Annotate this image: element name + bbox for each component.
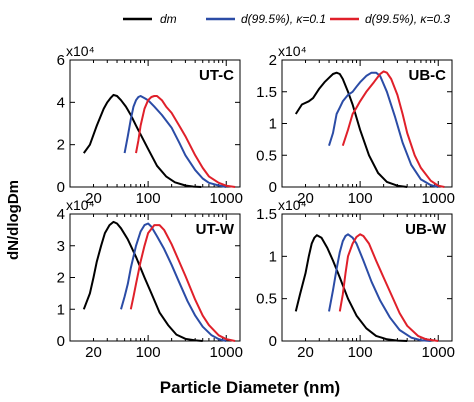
panel-frame — [281, 213, 453, 342]
y-tick-label: 4 — [57, 206, 65, 223]
y-tick-label: 2 — [57, 270, 65, 287]
x-tick-label: 20 — [85, 190, 102, 207]
x-tick-label: 100 — [136, 344, 161, 361]
series-line — [123, 95, 227, 188]
series-line — [328, 233, 431, 342]
y-multiplier-label: x10⁴ — [278, 43, 307, 59]
panel-name: UT-W — [196, 221, 235, 238]
x-tick-label: 1000 — [210, 190, 243, 207]
x-tick-label: 100 — [348, 190, 373, 207]
y-tick-label: 1 — [269, 248, 277, 265]
x-tick-label: 1000 — [422, 344, 455, 361]
legend-label-kappa01: d(99.5%), κ=0.1 — [241, 12, 326, 26]
y-tick-label: 1 — [57, 301, 65, 318]
series-line — [82, 93, 202, 188]
panel-ut-w: 0 1 2 3 4 20 100 1000 x10⁴ UT-W — [57, 197, 243, 361]
series-line — [120, 222, 227, 342]
y-tick-label: 6 — [57, 52, 65, 69]
y-tick-label: 0.5 — [256, 147, 277, 164]
y-multiplier-label: x10⁴ — [66, 43, 95, 59]
y-tick-label: 3 — [57, 238, 65, 255]
panel-ut-c: 0 2 4 6 20 100 1000 x10⁴ UT-C — [57, 43, 243, 207]
x-tick-label: 20 — [297, 344, 314, 361]
y-tick-label: 1.5 — [256, 206, 277, 223]
series-line — [338, 233, 439, 342]
x-axis-label: Particle Diameter (nm) — [160, 378, 340, 397]
series-line — [129, 224, 236, 342]
y-axis-label: dN/dlogDm — [5, 180, 22, 260]
y-tick-label: 0 — [57, 333, 65, 350]
legend-label-dm: dm — [160, 12, 177, 26]
panel-ub-c: 0 0.5 1 1.5 2 20 100 1000 x10⁴ UB-C — [256, 43, 455, 207]
series-line — [294, 234, 408, 342]
series-line — [135, 95, 236, 188]
x-tick-label: 100 — [348, 344, 373, 361]
y-multiplier-label: x10⁴ — [66, 197, 95, 213]
x-tick-label: 20 — [85, 344, 102, 361]
series-line — [341, 70, 445, 188]
series-line — [294, 71, 408, 188]
x-tick-label: 1000 — [422, 190, 455, 207]
y-tick-label: 2 — [57, 137, 65, 154]
panel-name: UB-W — [405, 221, 447, 238]
y-tick-label: 4 — [57, 94, 65, 111]
x-tick-label: 20 — [297, 190, 314, 207]
x-tick-label: 1000 — [210, 344, 243, 361]
y-tick-label: 0 — [269, 333, 277, 350]
y-tick-label: 1.5 — [256, 84, 277, 101]
panel-frame — [69, 59, 241, 188]
y-tick-label: 0.5 — [256, 291, 277, 308]
y-tick-label: 1 — [269, 116, 277, 133]
y-tick-label: 0 — [57, 179, 65, 196]
y-tick-label: 0 — [269, 179, 277, 196]
legend-label-kappa03: d(99.5%), κ=0.3 — [365, 12, 450, 26]
panel-ub-w: 0 0.5 1 1.5 20 100 1000 x10⁴ UB-W — [256, 197, 455, 361]
panel-name: UT-C — [199, 67, 234, 84]
x-tick-label: 100 — [136, 190, 161, 207]
series-line — [328, 71, 439, 188]
panel-name: UB-C — [409, 67, 447, 84]
y-multiplier-label: x10⁴ — [278, 197, 307, 213]
series-line — [82, 220, 203, 342]
y-tick-label: 2 — [269, 52, 277, 69]
legend: dm d(99.5%), κ=0.1 d(99.5%), κ=0.3 — [123, 12, 450, 26]
